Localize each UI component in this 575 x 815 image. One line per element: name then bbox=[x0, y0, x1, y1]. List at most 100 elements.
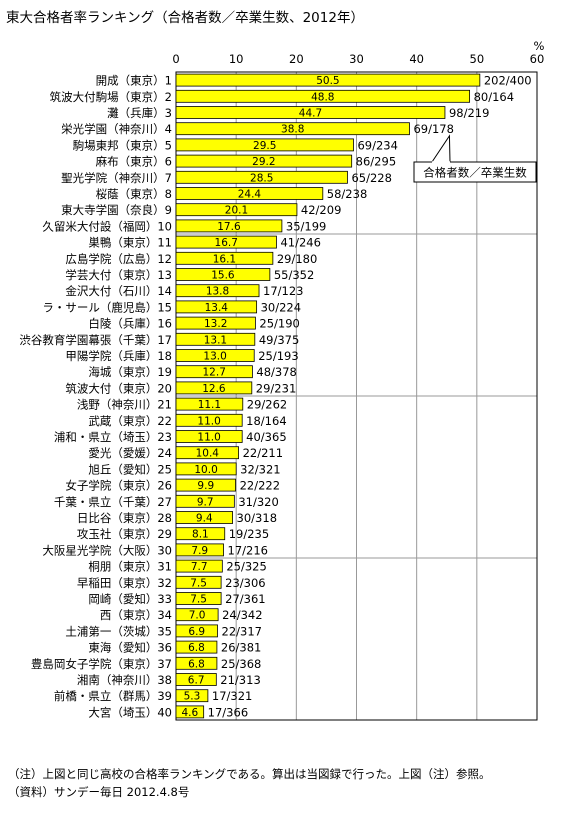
category-label-33: 岡崎（愛知）33 bbox=[88, 592, 172, 606]
bar-value-label-7: 28.5 bbox=[250, 172, 273, 184]
bar-2 bbox=[175, 89, 471, 103]
category-label-18: 甲陽学院（兵庫）18 bbox=[65, 349, 172, 363]
category-label-26: 女子学院（東京）26 bbox=[65, 479, 172, 493]
category-label-24: 愛光（愛媛）24 bbox=[88, 446, 172, 460]
ratio-label-36: 26/381 bbox=[221, 641, 261, 655]
bar-34 bbox=[175, 608, 219, 622]
bar-value-label-28: 9.4 bbox=[196, 513, 213, 525]
category-label-6: 麻布（東京）6 bbox=[96, 155, 172, 169]
category-label-20: 筑波大付（東京）20 bbox=[65, 381, 172, 395]
category-label-10: 久留米大付設（福岡）10 bbox=[42, 219, 172, 233]
x-tick-label-30: 30 bbox=[349, 52, 364, 66]
ratio-label-9: 42/209 bbox=[301, 203, 341, 217]
bar-15 bbox=[175, 300, 258, 314]
bar-19 bbox=[175, 365, 253, 379]
ratio-label-30: 17/216 bbox=[228, 543, 268, 557]
ratio-label-1: 202/400 bbox=[484, 74, 532, 88]
bar-9 bbox=[175, 203, 298, 217]
bar-value-label-32: 7.5 bbox=[190, 577, 207, 589]
ratio-label-3: 98/219 bbox=[449, 106, 489, 120]
bar-value-label-21: 11.1 bbox=[198, 399, 221, 411]
ratio-label-31: 25/325 bbox=[226, 560, 266, 574]
bar-30 bbox=[175, 543, 224, 557]
ratio-label-27: 31/320 bbox=[238, 495, 278, 509]
bar-26 bbox=[175, 478, 236, 492]
category-label-27: 千葉・県立（千葉）27 bbox=[54, 495, 172, 509]
category-label-17: 渋谷教育学園幕張（千葉）17 bbox=[19, 333, 172, 347]
category-label-32: 早稲田（東京）32 bbox=[77, 576, 172, 590]
bar-value-label-15: 13.4 bbox=[205, 302, 229, 314]
plot-frame bbox=[175, 71, 538, 721]
bar-value-label-1: 50.5 bbox=[316, 75, 339, 87]
bar-value-label-40: 4.6 bbox=[181, 707, 198, 719]
bar-value-label-14: 13.8 bbox=[206, 286, 229, 298]
category-label-23: 浦和・県立（埼玉）23 bbox=[54, 430, 172, 444]
category-label-5: 駒場東邦（東京）5 bbox=[73, 138, 172, 152]
bar-value-label-22: 11.0 bbox=[197, 415, 220, 427]
callout-label: 合格者数／卒業生数 bbox=[423, 166, 527, 180]
ratio-label-29: 19/235 bbox=[229, 527, 269, 541]
bar-1 bbox=[175, 73, 481, 87]
ratio-label-7: 65/228 bbox=[351, 171, 391, 185]
ratio-label-11: 41/246 bbox=[280, 236, 320, 250]
bar-32 bbox=[175, 575, 222, 589]
ratio-label-39: 17/321 bbox=[212, 689, 252, 703]
ratio-label-32: 23/306 bbox=[225, 576, 265, 590]
bar-3 bbox=[175, 106, 446, 119]
bar-value-label-5: 29.5 bbox=[253, 140, 276, 152]
ratio-label-14: 17/123 bbox=[263, 284, 303, 298]
ratio-label-12: 29/180 bbox=[277, 252, 317, 266]
bar-value-label-13: 15.6 bbox=[211, 270, 235, 282]
x-unit-label: % bbox=[534, 39, 545, 53]
ratio-label-40: 17/366 bbox=[208, 705, 248, 719]
bar-10 bbox=[175, 219, 283, 233]
ratio-label-35: 22/317 bbox=[222, 624, 262, 638]
bar-23 bbox=[175, 430, 243, 443]
footnote-source: （資料）サンデー毎日 2012.4.8号 bbox=[8, 785, 190, 799]
ratio-label-24: 22/211 bbox=[243, 446, 283, 460]
category-label-28: 日比谷（東京）28 bbox=[77, 511, 172, 525]
bar-value-label-23: 11.0 bbox=[197, 432, 220, 444]
category-label-40: 大宮（埼玉）40 bbox=[88, 705, 172, 719]
bar-value-label-11: 16.7 bbox=[215, 237, 238, 249]
ratio-label-10: 35/199 bbox=[286, 219, 326, 233]
bar-35 bbox=[175, 624, 218, 638]
category-label-9: 東大寺学園（奈良）9 bbox=[61, 203, 172, 217]
ratio-label-4: 69/178 bbox=[413, 122, 453, 136]
category-label-39: 前橋・県立（群馬）39 bbox=[54, 689, 172, 703]
bar-value-label-31: 7.7 bbox=[191, 561, 208, 573]
ratio-label-6: 86/295 bbox=[356, 155, 396, 169]
category-label-12: 広島学院（広島）12 bbox=[65, 252, 172, 266]
ratio-label-13: 55/352 bbox=[274, 268, 314, 282]
ratio-label-38: 21/313 bbox=[220, 673, 260, 687]
bar-value-label-8: 24.4 bbox=[238, 189, 262, 201]
ratio-label-33: 27/361 bbox=[225, 592, 265, 606]
category-label-15: ラ・サール（鹿児島）15 bbox=[42, 300, 172, 314]
x-tick-label-10: 10 bbox=[229, 52, 244, 66]
bar-29 bbox=[175, 527, 226, 541]
ratio-label-19: 48/378 bbox=[256, 365, 296, 379]
bar-value-label-20: 12.6 bbox=[202, 383, 226, 395]
bar-37 bbox=[175, 656, 218, 670]
x-tick-label-50: 50 bbox=[470, 52, 485, 66]
bar-value-label-36: 6.8 bbox=[188, 642, 205, 654]
bar-value-label-30: 7.9 bbox=[191, 545, 208, 557]
bar-11 bbox=[175, 235, 277, 249]
bar-value-label-4: 38.8 bbox=[281, 124, 304, 136]
bar-value-label-19: 12.7 bbox=[203, 367, 226, 379]
bar-value-label-29: 8.1 bbox=[192, 529, 209, 541]
bar-27 bbox=[175, 494, 235, 508]
ratio-label-37: 25/368 bbox=[221, 657, 261, 671]
chart-title: 東大合格者率ランキング（合格者数／卒業生数、2012年） bbox=[6, 10, 364, 26]
bar-12 bbox=[175, 251, 274, 265]
ratio-label-17: 49/375 bbox=[259, 333, 299, 347]
bar-13 bbox=[175, 268, 271, 281]
bar-value-label-39: 5.3 bbox=[184, 691, 201, 703]
bar-36 bbox=[175, 640, 218, 654]
ratio-label-2: 80/164 bbox=[474, 90, 514, 104]
bar-value-label-3: 44.7 bbox=[299, 108, 322, 120]
bar-value-label-34: 7.0 bbox=[189, 610, 206, 622]
category-label-31: 桐朋（東京）31 bbox=[88, 560, 172, 574]
ratio-label-18: 25/193 bbox=[258, 349, 298, 363]
